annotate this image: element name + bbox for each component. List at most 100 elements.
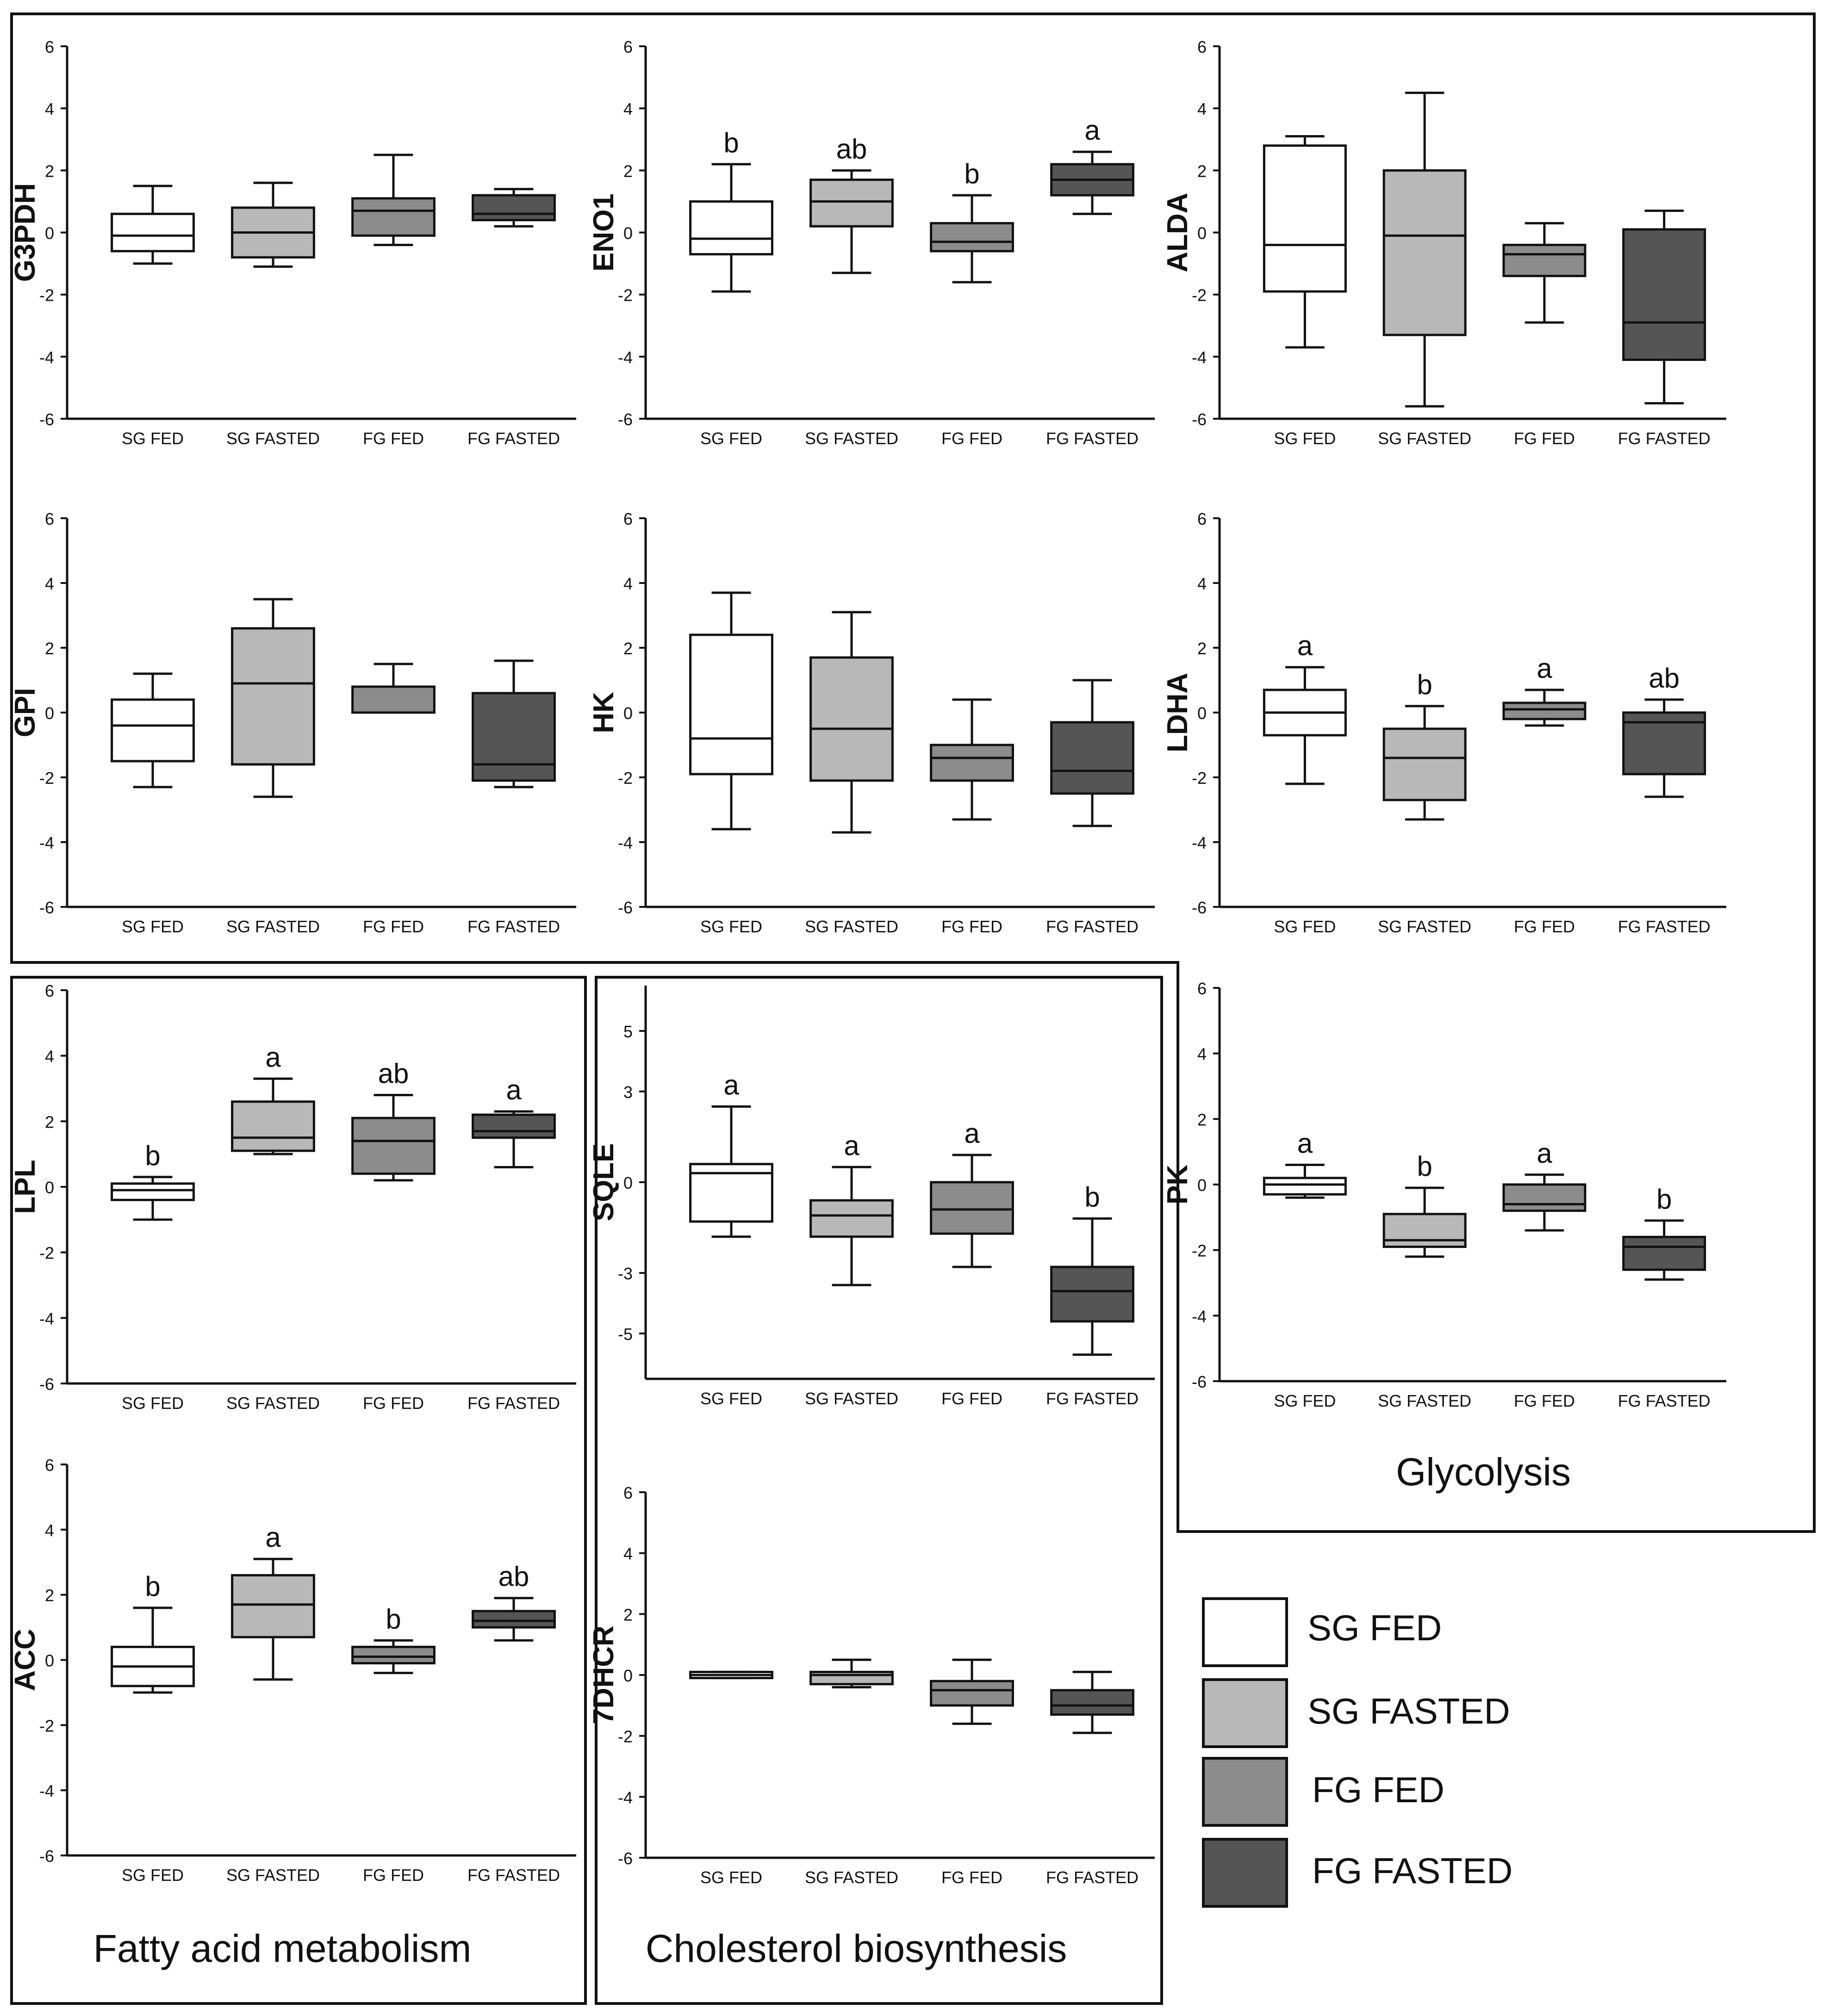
- significance-letter: b: [145, 1571, 160, 1602]
- significance-letter: a: [1084, 115, 1100, 146]
- y-tick-label: -5: [618, 1325, 633, 1344]
- x-tick-label: FG FED: [941, 1868, 1002, 1887]
- y-tick-label: 0: [45, 224, 54, 243]
- box: [351, 1645, 436, 1665]
- y-tick-label: 0: [45, 704, 54, 723]
- y-tick-label: 0: [623, 224, 633, 243]
- box: [930, 1181, 1014, 1235]
- y-tick-label: -2: [618, 1727, 633, 1746]
- significance-letter: b: [1417, 669, 1432, 700]
- box: [1502, 701, 1587, 720]
- x-tick-label: FG FASTED: [1618, 917, 1711, 936]
- y-tick-label: 2: [45, 1112, 54, 1131]
- significance-letter: a: [265, 1042, 281, 1073]
- y-tick-label: 4: [45, 1521, 54, 1540]
- y-tick-label: 6: [45, 1456, 54, 1475]
- y-tick-label: 6: [623, 37, 633, 56]
- significance-letter: b: [964, 158, 979, 189]
- x-tick-label: FG FED: [363, 1394, 424, 1413]
- y-tick-label: 6: [1197, 509, 1207, 528]
- box: [472, 692, 556, 782]
- significance-letter: b: [386, 1603, 401, 1634]
- box: [231, 1574, 315, 1638]
- y-tick-label: 2: [45, 161, 54, 180]
- y-axis-title: LDHA: [1162, 673, 1194, 752]
- legend-swatch-fg-fed: [1202, 1757, 1288, 1827]
- box: [111, 698, 195, 763]
- y-tick-label: 4: [45, 99, 54, 118]
- box: [809, 656, 894, 782]
- x-tick-label: FG FED: [941, 1389, 1002, 1408]
- box: [809, 1199, 894, 1238]
- box: [1263, 144, 1347, 293]
- y-tick-label: 2: [45, 639, 54, 658]
- box: [1050, 721, 1134, 795]
- x-tick-label: FG FED: [941, 917, 1002, 936]
- x-tick-label: SG FED: [700, 1389, 762, 1408]
- y-tick-label: 3: [623, 1083, 633, 1102]
- y-tick-label: -4: [1192, 833, 1207, 852]
- x-tick-label: SG FED: [122, 429, 184, 448]
- y-tick-label: 2: [623, 639, 633, 658]
- box: [1382, 169, 1467, 336]
- y-tick-label: 0: [623, 704, 633, 723]
- y-tick-label: -2: [39, 1716, 54, 1735]
- x-tick-label: FG FASTED: [1046, 1868, 1139, 1887]
- chart-g3pdh: -6 -4 -2 0 2 4 6 G3PDH SG FED SG FASTED FG FED FG F…: [9, 37, 576, 448]
- y-tick-label: -2: [1192, 769, 1207, 788]
- y-axis-title: GPI: [9, 688, 41, 738]
- box: [1050, 1689, 1134, 1716]
- box: [689, 633, 773, 775]
- box: [930, 222, 1014, 253]
- y-axis-title: SQLE: [588, 1143, 620, 1222]
- x-tick-label: SG FED: [700, 1868, 762, 1887]
- x-tick-label: SG FASTED: [226, 1394, 320, 1413]
- y-tick-label: 0: [1197, 1176, 1207, 1195]
- chart-sqle: -5 -3 0 3 5 SQLE a SG FED a SG FASTED a FG FED b FG F…: [588, 986, 1155, 1408]
- y-tick-label: -6: [39, 1375, 54, 1394]
- y-tick-label: -4: [1192, 1307, 1207, 1326]
- y-tick-label: 0: [45, 1178, 54, 1197]
- x-tick-label: SG FASTED: [805, 1389, 898, 1408]
- box: [472, 194, 556, 222]
- legend-swatch-fg-fasted: [1202, 1838, 1288, 1908]
- x-tick-label: SG FED: [700, 917, 762, 936]
- y-tick-label: -3: [618, 1264, 633, 1283]
- y-tick-label: -4: [39, 348, 54, 367]
- x-tick-label: FG FASTED: [1618, 429, 1711, 448]
- y-tick-label: -6: [618, 410, 633, 429]
- chart-eno1: -6 -4 -2 0 2 4 6 ENO1 b SG FED ab SG FASTED b FG FED a…: [588, 37, 1155, 448]
- x-tick-label: SG FED: [1274, 917, 1336, 936]
- y-tick-label: -2: [618, 769, 633, 788]
- y-tick-label: -4: [39, 1309, 54, 1328]
- y-axis-title: HK: [588, 692, 620, 733]
- significance-letter: b: [723, 127, 739, 158]
- y-tick-label: -6: [1192, 410, 1207, 429]
- significance-letter: ab: [378, 1058, 409, 1089]
- x-tick-label: FG FASTED: [1046, 917, 1139, 936]
- chart-lpl: -6 -4 -2 0 2 4 6 LPL b SG FED a SG FASTED ab FG FED a F…: [9, 981, 576, 1413]
- y-tick-label: -4: [618, 833, 633, 852]
- y-tick-label: -6: [618, 1849, 633, 1868]
- box: [111, 1182, 195, 1201]
- y-tick-label: 4: [623, 574, 633, 593]
- chart-hk: -6 -4 -2 0 2 4 6 HK SG FED SG FASTED FG FED FG FAST…: [588, 509, 1155, 936]
- box: [1502, 243, 1587, 277]
- legend-swatch-sg-fed: [1202, 1597, 1288, 1667]
- chart-ldha: -6 -4 -2 0 2 4 6 LDHA a SG FED b SG FASTED a FG FED ab…: [1162, 509, 1726, 936]
- y-tick-label: -2: [618, 286, 633, 305]
- legend-label-fg-fed: FG FED: [1312, 1769, 1444, 1810]
- box: [1382, 727, 1467, 801]
- y-tick-label: 4: [1197, 1045, 1207, 1064]
- x-tick-label: SG FASTED: [805, 429, 898, 448]
- glycolysis-title: Glycolysis: [1396, 1450, 1571, 1494]
- x-tick-label: FG FED: [1514, 917, 1575, 936]
- y-axis-title: ALDA: [1162, 192, 1194, 272]
- x-tick-label: FG FED: [363, 429, 424, 448]
- x-tick-label: SG FED: [1274, 429, 1336, 448]
- y-axis-title: ENO1: [588, 193, 620, 272]
- x-tick-label: SG FASTED: [1378, 917, 1471, 936]
- y-tick-label: 6: [623, 1483, 633, 1502]
- box: [351, 197, 436, 237]
- box: [689, 200, 773, 255]
